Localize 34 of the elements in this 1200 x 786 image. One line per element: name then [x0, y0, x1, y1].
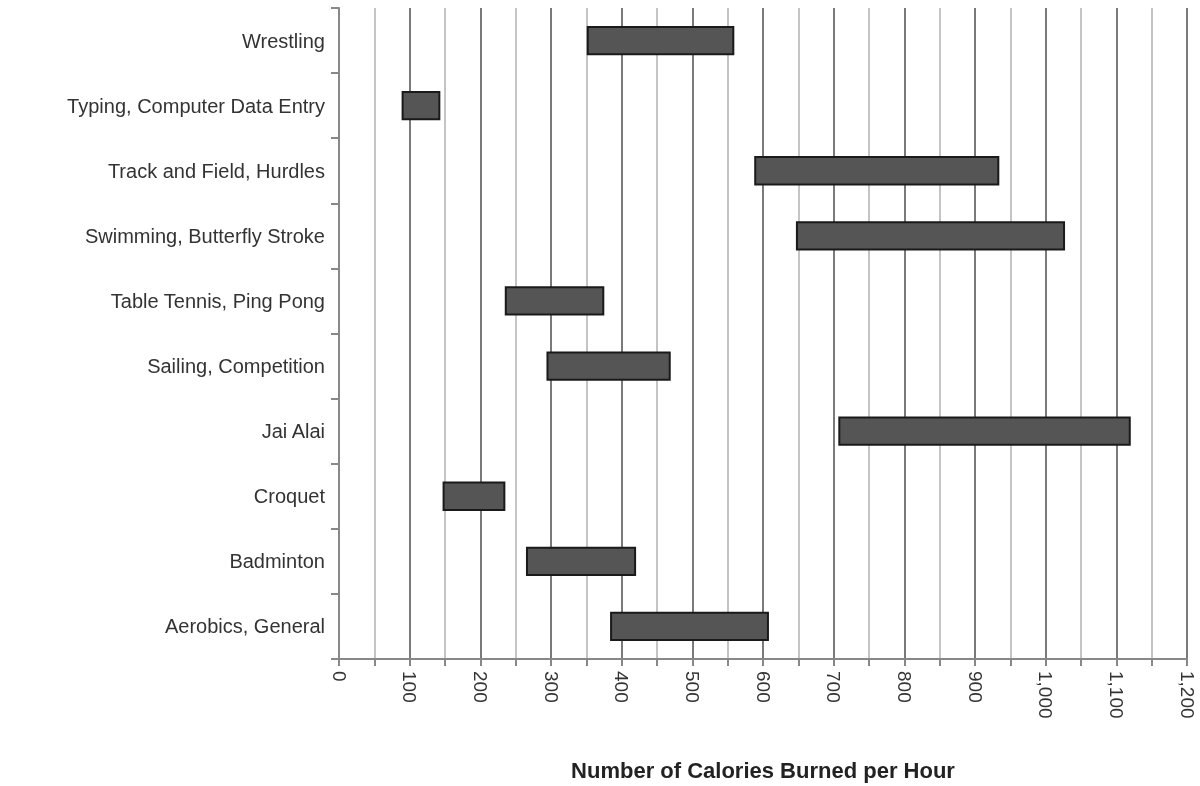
- x-tick-label: 100: [399, 671, 421, 703]
- x-tick-label: 1,100: [1105, 671, 1127, 719]
- y-tick-label: Sailing, Competition: [147, 355, 325, 378]
- y-tick-label: Typing, Computer Data Entry: [67, 94, 325, 117]
- y-tick-label: Wrestling: [242, 29, 325, 52]
- x-tick-label: 700: [823, 671, 845, 703]
- x-tick-label: 900: [964, 671, 986, 703]
- bar: [795, 221, 1066, 251]
- y-tick-label: Croquet: [253, 485, 326, 508]
- y-tick-label: Track and Field, Hurdles: [107, 159, 325, 182]
- bar: [754, 156, 1000, 186]
- x-tick-label: 600: [752, 671, 774, 703]
- x-tick-label: 200: [469, 671, 491, 703]
- y-tick-label: Badminton: [229, 550, 325, 573]
- bar: [610, 611, 769, 642]
- y-tick-label: Jai Alai: [261, 420, 325, 443]
- x-tick-label: 1,000: [1035, 671, 1057, 719]
- y-tick-label: Aerobics, General: [164, 615, 325, 638]
- bar: [504, 286, 605, 316]
- bar: [586, 25, 735, 56]
- x-tick-label: 400: [611, 671, 633, 703]
- x-tick-label: 800: [893, 671, 915, 703]
- x-tick-label: 1,200: [1176, 671, 1198, 719]
- x-tick-label: 300: [540, 671, 562, 703]
- x-tick-label: 500: [681, 671, 703, 703]
- y-tick-label: Table Tennis, Ping Pong: [110, 289, 325, 312]
- y-tick-label: Swimming, Butterfly Stroke: [84, 224, 325, 247]
- bar: [546, 351, 671, 381]
- bar: [442, 481, 506, 511]
- x-tick-label: 0: [328, 671, 350, 682]
- bar: [838, 416, 1131, 446]
- x-axis-title: Number of Calories Burned per Hour: [571, 757, 956, 783]
- bar: [401, 90, 441, 121]
- bar: [525, 546, 637, 577]
